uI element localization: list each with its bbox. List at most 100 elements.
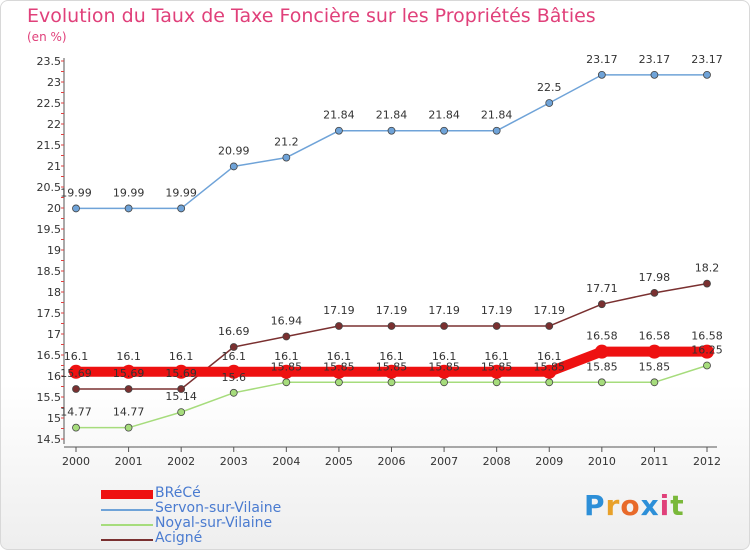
- data-point: [335, 378, 343, 387]
- legend-label: BRéCé: [155, 485, 201, 501]
- data-point: [177, 204, 186, 213]
- data-label: 14.77: [113, 406, 145, 419]
- data-point: [282, 378, 291, 387]
- data-label: 16.1: [484, 350, 509, 363]
- data-label: 17.19: [534, 304, 566, 317]
- y-tick-label: 18: [47, 286, 61, 299]
- data-point: [440, 322, 448, 330]
- data-label: 16.1: [64, 350, 89, 363]
- data-label: 15.6: [222, 371, 247, 384]
- chart-unit-label: (en %): [27, 30, 67, 44]
- data-label: 23.17: [586, 53, 618, 66]
- legend-label: Noyal-sur-Vilaine: [155, 515, 273, 531]
- x-tick-label: 2001: [115, 455, 143, 468]
- data-point: [647, 344, 662, 359]
- x-tick-label: 2008: [483, 455, 511, 468]
- data-label: 15.69: [165, 367, 197, 380]
- data-point: [124, 204, 133, 213]
- data-point: [703, 361, 711, 370]
- data-point: [597, 70, 606, 79]
- x-tick-label: 2004: [272, 455, 300, 468]
- data-point: [226, 364, 241, 379]
- y-tick-label: 15: [47, 412, 61, 425]
- legend-label: Acigné: [155, 530, 203, 546]
- data-point: [384, 364, 399, 379]
- data-label: 21.84: [376, 109, 408, 122]
- data-label: 17.98: [639, 271, 671, 284]
- y-tick-label: 19: [47, 244, 61, 257]
- y-tick-label: 16: [47, 370, 61, 383]
- data-label: 15.85: [534, 360, 566, 373]
- data-label: 16.1: [274, 350, 299, 363]
- data-point: [335, 126, 343, 135]
- data-point: [594, 344, 609, 359]
- data-label: 15.69: [113, 367, 145, 380]
- data-point: [72, 423, 80, 432]
- data-point: [545, 378, 554, 387]
- y-tick-label: 21: [47, 160, 61, 173]
- data-label: 19.99: [165, 186, 197, 199]
- data-label: 15.85: [323, 360, 355, 373]
- data-point: [492, 378, 501, 387]
- data-point: [279, 364, 294, 379]
- data-point: [72, 385, 80, 393]
- data-label: 16.94: [271, 315, 303, 328]
- legend-label: Servon-sur-Vilaine: [155, 500, 282, 516]
- data-label: 18.2: [695, 262, 720, 275]
- data-point: [650, 70, 659, 79]
- legend-swatch: [101, 490, 153, 499]
- data-label: 19.99: [113, 186, 145, 199]
- data-label: 16.1: [432, 350, 457, 363]
- data-label: 16.1: [327, 350, 352, 363]
- legend-swatch: [101, 509, 153, 511]
- x-tick-label: 2002: [167, 455, 195, 468]
- data-point: [703, 70, 711, 79]
- data-label: 15.85: [271, 360, 303, 373]
- x-tick-label: 2010: [588, 455, 616, 468]
- y-tick-label: 17.5: [37, 307, 62, 320]
- data-point: [124, 385, 133, 393]
- data-point: [174, 364, 189, 379]
- data-label: 17.19: [323, 304, 355, 317]
- y-tick-label: 15.5: [37, 391, 62, 404]
- x-tick-label: 2009: [535, 455, 563, 468]
- x-tick-label: 2005: [325, 455, 353, 468]
- data-label: 21.84: [428, 109, 460, 122]
- y-tick-label: 21.5: [37, 139, 62, 152]
- x-tick-label: 2007: [430, 455, 458, 468]
- data-label: 15.85: [586, 360, 618, 373]
- data-label: 16.69: [218, 325, 250, 338]
- data-point: [229, 343, 238, 351]
- data-point: [700, 344, 714, 359]
- data-label: 16.1: [379, 350, 404, 363]
- x-tick-label: 2003: [220, 455, 248, 468]
- data-point: [440, 378, 448, 387]
- y-tick-label: 17: [47, 328, 61, 341]
- y-tick-label: 23.5: [37, 55, 62, 68]
- data-point: [597, 378, 606, 387]
- data-label: 15.85: [639, 360, 671, 373]
- y-tick-label: 20: [47, 202, 61, 215]
- data-point: [69, 364, 83, 379]
- data-label: 20.99: [218, 144, 250, 157]
- x-tick-label: 2000: [62, 455, 90, 468]
- data-label: 16.1: [222, 350, 247, 363]
- chart-title: Evolution du Taux de Taxe Foncière sur l…: [27, 5, 596, 27]
- data-label: 15.69: [60, 367, 92, 380]
- data-label: 17.19: [428, 304, 460, 317]
- data-point: [597, 300, 606, 309]
- data-label: 15.85: [428, 360, 460, 373]
- data-label: 19.99: [60, 186, 92, 199]
- data-point: [177, 385, 186, 393]
- data-label: 14.77: [60, 406, 92, 419]
- legend-swatch: [101, 524, 153, 526]
- legend-swatch: [101, 539, 153, 541]
- data-point: [492, 126, 501, 135]
- data-point: [282, 153, 291, 162]
- data-point: [229, 388, 238, 397]
- data-point: [121, 364, 136, 379]
- y-tick-label: 19.5: [37, 223, 62, 236]
- data-label: 16.1: [169, 350, 194, 363]
